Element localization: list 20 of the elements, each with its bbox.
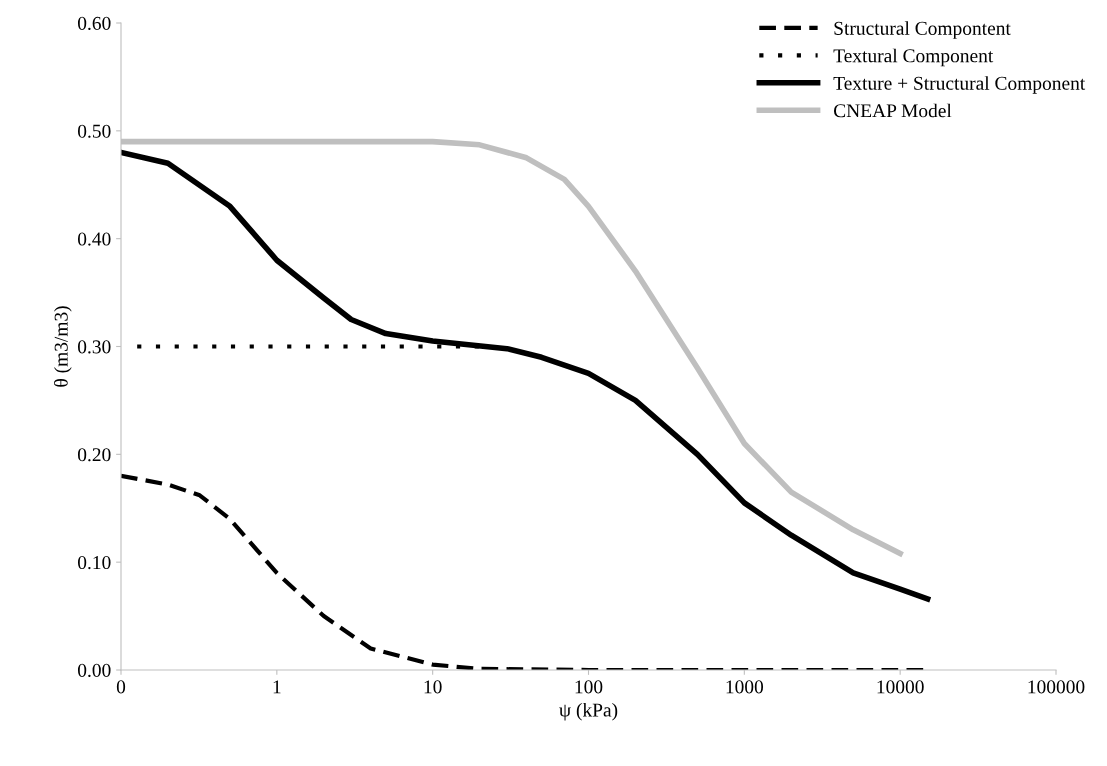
y-tick-label: 0.50 [77,124,111,138]
y-tick-label: 0.30 [77,340,111,354]
y-tick-label: 0.40 [77,232,111,246]
y-axis-title: θ (m3/m3) [53,306,72,387]
legend-label: Textural Component [833,48,994,67]
y-tick-label: 0.20 [77,448,111,462]
legend-label: CNEAP Model [833,103,952,118]
legend-label: Structural Compontent [834,21,1011,39]
y-tick-label: 0.10 [77,555,111,570]
y-tick-label: 0.60 [77,16,111,31]
x-tick-label: 100000 [1028,680,1085,694]
x-tick-label: 1000 [726,680,764,694]
x-axis-title: ψ (kPa) [559,702,618,721]
y-tick-label: 0.00 [77,663,111,678]
legend-label: Texture + Structural Component [833,76,1086,94]
x-tick-label: 10 [424,680,442,694]
x-tick-label: 100 [575,680,603,694]
x-tick-label: 1 [273,680,281,694]
x-tick-label: 0 [116,680,126,694]
x-tick-label: 10000 [877,680,924,694]
